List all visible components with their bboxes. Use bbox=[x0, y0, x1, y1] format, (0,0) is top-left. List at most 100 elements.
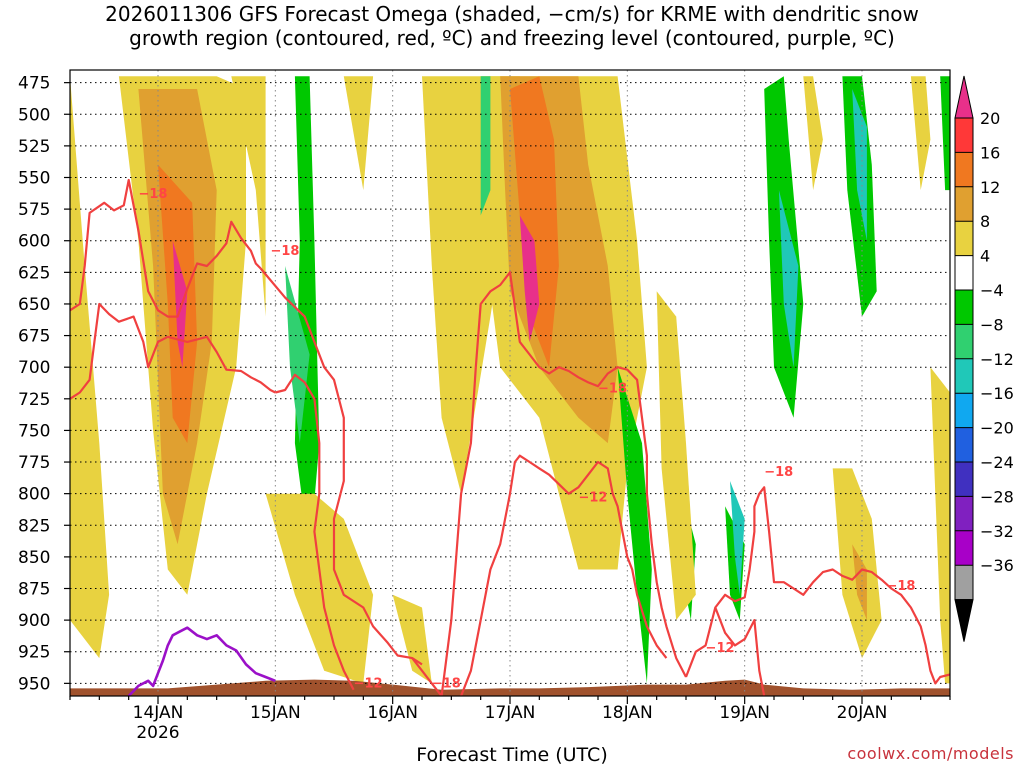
omega-region-29 bbox=[910, 76, 931, 191]
colorbar-top-extension bbox=[954, 75, 974, 119]
omega-region-23 bbox=[778, 190, 799, 368]
ytick-label-675: 675 bbox=[18, 327, 50, 347]
colorbar-bin-2 bbox=[955, 186, 973, 222]
omega-region-8 bbox=[265, 493, 374, 684]
contour-label-3: −18 bbox=[432, 676, 461, 691]
ytick-label-475: 475 bbox=[18, 74, 50, 94]
dgz-contour-6 bbox=[440, 271, 687, 696]
ytick-label-550: 550 bbox=[18, 168, 50, 188]
colorbar-bin-10 bbox=[955, 462, 973, 497]
dgz-contour-2 bbox=[259, 267, 423, 666]
ytick-label-625: 625 bbox=[18, 263, 50, 283]
ytick-label-700: 700 bbox=[18, 358, 50, 378]
contour-label-7: −18 bbox=[764, 465, 793, 480]
contour-label-1: −18 bbox=[270, 244, 299, 259]
colorbar-label-8: −16 bbox=[980, 384, 1014, 403]
xtick-label-19JAN: 19JAN bbox=[719, 703, 770, 723]
colorbar-label-12: −32 bbox=[980, 522, 1014, 541]
colorbar-bin-5 bbox=[955, 290, 973, 325]
colorbar-bin-0 bbox=[955, 118, 973, 153]
colorbar-label-4: 4 bbox=[980, 247, 990, 266]
freezing-level-contour bbox=[127, 626, 276, 696]
colorbar-label-11: −28 bbox=[980, 487, 1014, 506]
colorbar-label-2: 12 bbox=[980, 178, 1000, 197]
colorbar-bin-7 bbox=[955, 358, 973, 394]
dgz-contour-0 bbox=[70, 178, 262, 318]
y-axis-ticks: 475 500 525 550 575 600 625 650 675 700 725 750 775 8… bbox=[18, 74, 70, 694]
colorbar-label-6: −8 bbox=[980, 315, 1004, 334]
omega-region-6 bbox=[294, 76, 320, 557]
colorbar-label-1: 16 bbox=[980, 143, 1000, 162]
ytick-label-750: 750 bbox=[18, 421, 50, 441]
omega-region-14 bbox=[510, 76, 559, 368]
omega-region-5 bbox=[231, 76, 266, 317]
omega-region-7 bbox=[285, 266, 310, 444]
colorbar-label-10: −24 bbox=[980, 453, 1014, 472]
chart-title-line-1: 2026011306 GFS Forecast Omega (shaded, −… bbox=[105, 2, 919, 26]
dgz-contour-3 bbox=[275, 373, 355, 691]
dgz-contour-7 bbox=[684, 486, 950, 685]
xtick-label-18JAN: 18JAN bbox=[602, 703, 653, 723]
omega-region-21 bbox=[730, 481, 745, 595]
colorbar-bin-13 bbox=[955, 565, 973, 600]
omega-region-15 bbox=[519, 215, 540, 342]
xtick-label-14JAN: 14JAN bbox=[133, 703, 184, 723]
ytick-label-575: 575 bbox=[18, 200, 50, 220]
ytick-label-600: 600 bbox=[18, 232, 50, 252]
ytick-label-800: 800 bbox=[18, 485, 50, 505]
contour-label-6: −12 bbox=[706, 641, 735, 656]
colorbar-bin-11 bbox=[955, 496, 973, 531]
dgz-contour-4 bbox=[411, 657, 443, 696]
xtick-label-20JAN: 20JAN bbox=[837, 703, 888, 723]
ytick-label-925: 925 bbox=[18, 643, 50, 663]
dgz-contour-8 bbox=[714, 607, 766, 696]
dgz-contours bbox=[70, 178, 950, 696]
colorbar-bin-12 bbox=[955, 530, 973, 566]
xtick-label-17JAN: 17JAN bbox=[485, 703, 536, 723]
xtick-label-15JAN: 15JAN bbox=[250, 703, 301, 723]
xtick-sublabel-14JAN: 2026 bbox=[136, 723, 179, 743]
ytick-label-725: 725 bbox=[18, 390, 50, 410]
omega-region-31 bbox=[940, 76, 950, 191]
omega-region-9 bbox=[392, 594, 432, 684]
colorbar-bin-3 bbox=[955, 221, 973, 256]
colorbar-bin-1 bbox=[955, 152, 973, 187]
colorbar-bin-6 bbox=[955, 324, 973, 359]
contour-label-4: −18 bbox=[598, 382, 627, 397]
contour-labels: −18 −18 −12 −18 −18 −12 −12 −18 −18 bbox=[138, 187, 915, 691]
chart-title: 2026011306 GFS Forecast Omega (shaded, −… bbox=[0, 2, 1024, 50]
omega-region-10 bbox=[343, 76, 374, 191]
contour-label-5: −12 bbox=[578, 490, 607, 505]
x-axis-label: Forecast Time (UTC) bbox=[416, 744, 608, 766]
omega-region-0 bbox=[70, 76, 110, 659]
omega-region-25 bbox=[852, 89, 867, 241]
colorbar: 20 16 12 8 4 −4 −8 −12 −16 −20 −24 −28 −32 −36 bbox=[954, 75, 1014, 642]
colorbar-bin-4 bbox=[955, 255, 973, 290]
chart-title-line-2: growth region (contoured, red, ºC) and f… bbox=[129, 26, 895, 50]
ytick-label-875: 875 bbox=[18, 580, 50, 600]
omega-shading bbox=[70, 76, 950, 684]
freezing-level-line bbox=[127, 626, 276, 696]
credit-text: coolwx.com/models bbox=[847, 744, 1014, 763]
contour-label-8: −18 bbox=[886, 579, 915, 594]
omega-region-17 bbox=[617, 367, 652, 684]
colorbar-label-0: 20 bbox=[980, 109, 1000, 128]
dgz-contour-5 bbox=[460, 454, 668, 696]
contour-label-2: −12 bbox=[354, 676, 383, 691]
dgz-contour-1 bbox=[70, 302, 276, 400]
omega-region-28 bbox=[852, 544, 867, 621]
colorbar-bottom-extension bbox=[954, 599, 974, 642]
colorbar-bin-9 bbox=[955, 427, 973, 462]
colorbar-label-5: −4 bbox=[980, 281, 1004, 300]
omega-region-26 bbox=[803, 76, 823, 191]
xtick-label-16JAN: 16JAN bbox=[367, 703, 418, 723]
ytick-label-775: 775 bbox=[18, 453, 50, 473]
ytick-label-900: 900 bbox=[18, 611, 50, 631]
ytick-label-525: 525 bbox=[18, 137, 50, 157]
colorbar-label-13: −36 bbox=[980, 556, 1014, 575]
ytick-label-825: 825 bbox=[18, 516, 50, 536]
ytick-label-500: 500 bbox=[18, 105, 50, 125]
colorbar-label-9: −20 bbox=[980, 419, 1014, 438]
